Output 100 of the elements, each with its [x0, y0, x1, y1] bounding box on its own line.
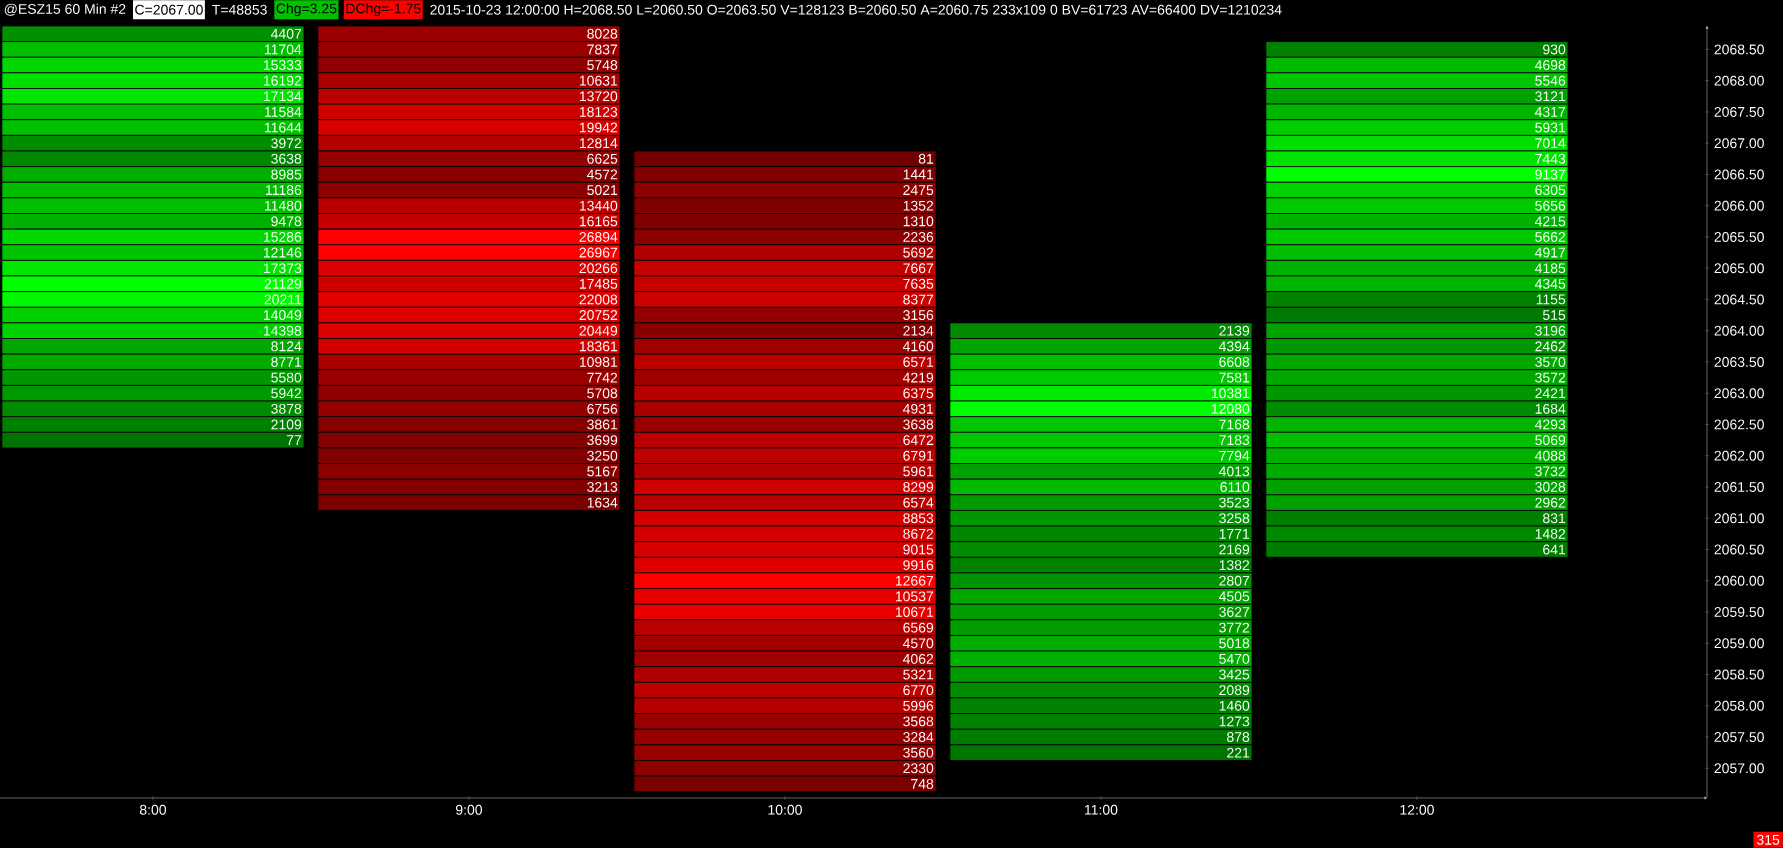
- data-label: 5580: [271, 372, 302, 383]
- data-label: 5692: [903, 247, 934, 258]
- data-label: 515: [1542, 310, 1566, 320]
- y-tick-label: 2062.00: [1714, 450, 1764, 461]
- data-label: 6770: [903, 685, 934, 696]
- data-label: 4317: [1534, 106, 1566, 117]
- y-tick-label: 2059.00: [1714, 638, 1764, 649]
- data-label: 11186: [266, 185, 302, 196]
- data-label: 7635: [903, 278, 934, 289]
- data-label: 4062: [902, 653, 934, 664]
- data-label: 81: [918, 153, 934, 164]
- data-label: 7443: [1535, 153, 1566, 164]
- data-label: 1684: [1535, 403, 1566, 414]
- x-tick-label: 12:00: [1400, 804, 1434, 815]
- data-label: 15333: [263, 60, 302, 71]
- data-label: 9916: [903, 560, 934, 571]
- data-label: 3772: [1219, 622, 1250, 633]
- y-tick-label: 2065.50: [1714, 231, 1764, 242]
- data-label: 3699: [587, 435, 618, 446]
- data-label: 3028: [1535, 482, 1566, 492]
- data-label: 3258: [1219, 513, 1250, 524]
- data-label: 12146: [263, 247, 302, 258]
- y-tick-label: 2067.50: [1714, 106, 1764, 117]
- data-label: 5321: [903, 669, 934, 680]
- data-label: 26967: [579, 247, 618, 258]
- data-label: 3570: [1535, 357, 1566, 367]
- data-label: 21129: [264, 278, 302, 289]
- data-label: 7581: [1219, 372, 1250, 383]
- data-label: 3425: [1219, 669, 1250, 680]
- data-label: 5021: [587, 185, 618, 196]
- y-tick-label: 2068.50: [1714, 44, 1764, 55]
- data-label: 5018: [1219, 638, 1250, 649]
- data-label: 6110: [1220, 482, 1250, 492]
- y-tick-label: 2064.50: [1714, 294, 1764, 305]
- data-label: 8672: [903, 528, 934, 539]
- data-label: 13720: [579, 91, 618, 102]
- y-tick-label: 2061.50: [1714, 482, 1764, 492]
- data-label: 4215: [1534, 216, 1566, 227]
- data-label: 1441: [903, 169, 934, 180]
- data-label: 14398: [263, 325, 302, 336]
- data-label: 3861: [587, 419, 618, 430]
- data-label: 4185: [1534, 263, 1566, 274]
- data-label: 7168: [1219, 419, 1250, 430]
- data-label: 4505: [1218, 591, 1250, 602]
- data-label: 5996: [903, 700, 934, 711]
- data-label: 4572: [586, 169, 618, 180]
- data-label: 3972: [271, 138, 302, 149]
- data-label: 4013: [1218, 466, 1250, 477]
- data-label: 1155: [1536, 294, 1566, 305]
- y-tick-label: 2066.50: [1714, 169, 1764, 180]
- data-label: 3638: [271, 153, 302, 164]
- data-label: 1382: [1219, 560, 1250, 571]
- text: DChg=-1.75: [346, 3, 421, 17]
- data-label: 3560: [903, 747, 934, 758]
- data-label: 2139: [1219, 325, 1250, 336]
- data-label: 5748: [587, 60, 618, 71]
- data-label: 17485: [579, 278, 618, 289]
- data-label: 2109: [271, 419, 302, 430]
- data-label: 4698: [1534, 60, 1566, 71]
- data-label: 1273: [1219, 716, 1250, 727]
- y-tick-label: 2063.00: [1714, 388, 1764, 399]
- data-label: 4293: [1534, 419, 1566, 430]
- text: T=48853: [212, 4, 267, 15]
- data-label: 3284: [903, 732, 934, 742]
- y-tick-label: 2058.50: [1714, 669, 1764, 680]
- data-label: 5546: [1535, 75, 1566, 86]
- data-label: 3878: [271, 403, 302, 414]
- data-label: 8124: [271, 341, 302, 352]
- chart-title: @ESZ15 60 Min #2: [4, 3, 126, 16]
- data-label: 3523: [1219, 497, 1250, 508]
- data-label: 9015: [903, 544, 934, 555]
- data-label: 3196: [1535, 325, 1566, 336]
- data-label: 3572: [1535, 372, 1566, 383]
- data-label: 5656: [1535, 200, 1566, 211]
- data-label: 18123: [579, 106, 618, 117]
- y-tick-label: 2063.50: [1714, 357, 1764, 367]
- data-label: 11480: [264, 200, 302, 211]
- data-label: 6569: [903, 622, 934, 633]
- data-label: 5708: [587, 388, 618, 399]
- data-label: 6375: [903, 388, 934, 399]
- data-label: 7837: [587, 44, 618, 55]
- data-label: 4570: [902, 638, 934, 649]
- data-label: 5069: [1535, 435, 1566, 446]
- data-label: 7667: [903, 263, 934, 274]
- data-label: 10631: [579, 75, 618, 86]
- x-tick-label: 8:00: [139, 804, 167, 815]
- data-label: 641: [1543, 544, 1566, 555]
- data-label: 7794: [1219, 450, 1250, 461]
- data-label: 16165: [579, 216, 618, 227]
- y-tick-label: 2061.00: [1714, 513, 1764, 524]
- data-label: 8853: [903, 513, 934, 524]
- data-label: 2169: [1219, 544, 1250, 555]
- data-label: 11644: [264, 122, 302, 133]
- data-label: 5470: [1219, 653, 1250, 664]
- data-label: 3568: [903, 716, 934, 727]
- data-label: 7014: [1535, 138, 1566, 149]
- text: Chg=3.25: [276, 3, 337, 17]
- data-label: 4160: [902, 341, 934, 352]
- data-label: 19942: [579, 122, 618, 133]
- data-label: 2807: [1219, 575, 1250, 586]
